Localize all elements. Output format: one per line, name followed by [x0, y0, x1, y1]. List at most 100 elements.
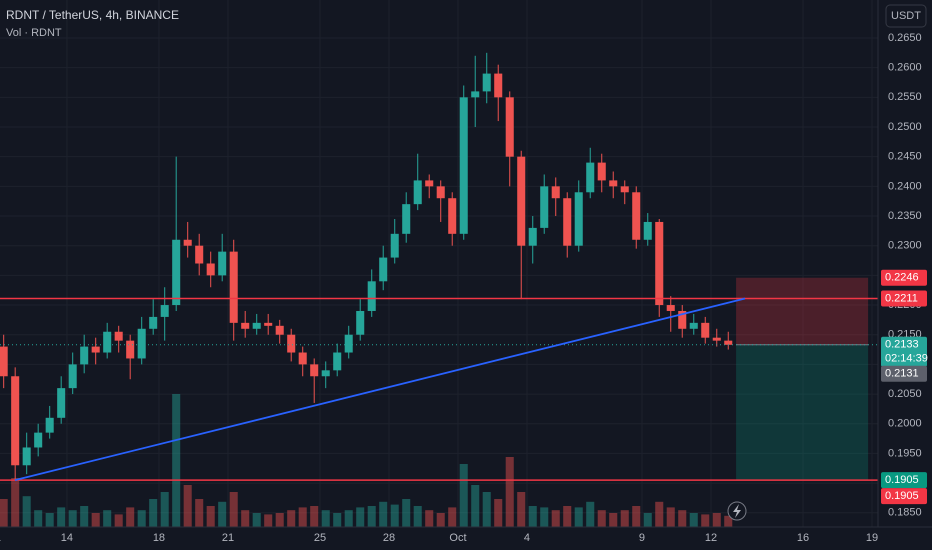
x-tick-label: 9 [639, 532, 645, 544]
volume-bar [114, 514, 123, 527]
x-tick-label: Oct [449, 532, 466, 544]
volume-bar [80, 506, 89, 527]
candle-body [344, 334, 353, 353]
candle-body [149, 316, 158, 329]
volume-bar [126, 507, 135, 527]
volume-bar [241, 510, 250, 527]
candle-body [310, 364, 319, 377]
candle-body [218, 251, 227, 276]
volume-bar [22, 496, 31, 527]
candle-body [643, 221, 652, 240]
volume-bar [183, 485, 192, 527]
stop-zone [736, 277, 869, 345]
candle-body [689, 322, 698, 329]
candle-body [114, 331, 123, 341]
volume-bar [471, 485, 480, 527]
currency-button[interactable] [885, 4, 927, 28]
candle-body [0, 346, 8, 377]
candle-body [264, 322, 273, 326]
x-tick-label: 16 [797, 532, 809, 544]
price-tag [881, 365, 927, 382]
y-tick-label: 0.2350 [888, 210, 922, 222]
volume-bar [264, 514, 273, 527]
y-tick-label: 0.2600 [888, 62, 922, 74]
candle-body [540, 186, 549, 228]
volume-bar [252, 513, 261, 527]
volume-bar [666, 507, 675, 527]
candle-body [597, 162, 606, 181]
candle-body [574, 192, 583, 246]
volume-bar [586, 501, 595, 527]
x-tick-label: 1 [0, 532, 1, 544]
candle-body [505, 97, 514, 157]
candle-body [471, 91, 480, 98]
candle-body [655, 221, 664, 306]
volume-bar [643, 513, 652, 527]
candle-body [68, 364, 77, 389]
y-tick-label: 0.1950 [888, 447, 922, 459]
volume-bar [91, 513, 100, 527]
candle-body [321, 370, 330, 377]
candle-body [80, 346, 89, 365]
candle-body [620, 186, 629, 193]
candle-body [367, 281, 376, 311]
volume-bar [137, 510, 146, 527]
volume-bar [390, 504, 399, 527]
price-tag-label: 0.1905 [885, 490, 919, 502]
price-tags: 0.2246 0.2211 0.2133 02:14:39 0.2131 0.1905 0.… [881, 269, 928, 505]
candle-body [482, 73, 491, 92]
candle-body [137, 328, 146, 359]
candle-body [494, 73, 503, 98]
volume-bar [551, 510, 560, 527]
candle-body [459, 97, 468, 234]
y-tick-label: 0.2000 [888, 418, 922, 430]
volume-bar [597, 510, 606, 527]
volume-bar [505, 457, 514, 527]
y-tick-label: 0.1850 [888, 507, 922, 519]
price-tag-label: 0.2246 [885, 272, 919, 284]
y-tick-label: 0.2450 [888, 151, 922, 163]
icon-bolt[interactable] [733, 504, 741, 518]
candle-body [126, 340, 135, 359]
volume-bar [344, 510, 353, 527]
currency-label[interactable]: USDT [891, 10, 921, 22]
volume-bar [632, 506, 641, 527]
position-tool [736, 277, 869, 481]
price-tag [881, 336, 927, 367]
volume-bar [724, 515, 733, 527]
y-tick-label: 0.2400 [888, 180, 922, 192]
volume-bar [356, 507, 365, 527]
volume-legend: Vol · RDNT [6, 27, 62, 39]
volume-bar [574, 507, 583, 527]
volume-bar [0, 499, 8, 527]
volume-bar [678, 510, 687, 527]
candle-body [160, 305, 169, 317]
price-tag-label: 0.2211 [885, 292, 918, 304]
volume-bar [620, 510, 629, 527]
volume-bar [287, 510, 296, 527]
x-tick-label: 25 [314, 532, 326, 544]
volume-bar [379, 501, 388, 527]
candle-body [22, 447, 31, 466]
volume-bar [563, 506, 572, 527]
x-tick-label: 12 [705, 532, 717, 544]
volume-bar [448, 507, 457, 527]
replay-icon[interactable] [727, 501, 747, 521]
volume-bar [45, 513, 54, 527]
volume-bar [172, 394, 181, 527]
price-tag [881, 290, 927, 307]
candle-body [91, 346, 100, 353]
volume-bar [494, 499, 503, 527]
drawings [0, 297, 878, 481]
volume-bar [528, 506, 537, 527]
volume-bar [103, 510, 112, 527]
candle-body [45, 417, 54, 433]
volume-bar [540, 507, 549, 527]
volume-bar [482, 492, 491, 527]
volume-bar [195, 499, 204, 527]
candle-body [356, 310, 365, 335]
price-tag-label: 0.2133 [885, 339, 919, 351]
candle-body [712, 337, 721, 341]
candle-body [425, 180, 434, 187]
